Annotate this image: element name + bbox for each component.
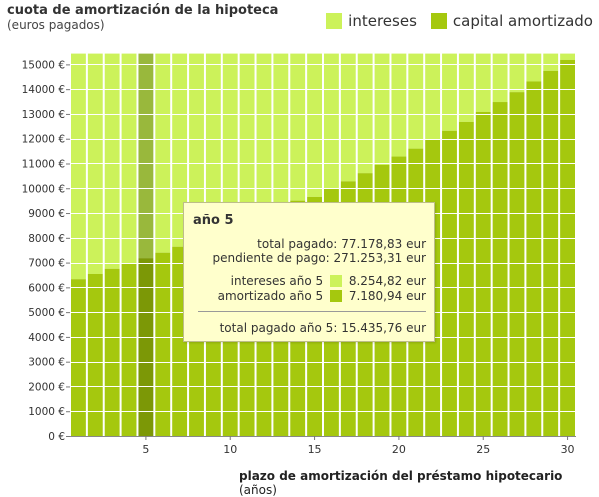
tooltip-intereses-label: intereses año 5 — [230, 274, 324, 288]
tooltip-total-label: total pagado: — [257, 237, 338, 251]
x-tick-label-5: 5 — [142, 443, 149, 456]
legend-swatch-capital — [430, 13, 447, 29]
tooltip-total-value: 77.178,83 eur — [341, 237, 426, 251]
tooltip-amortizado-label: amortizado año 5 — [217, 289, 324, 303]
tooltip-title: año 5 — [193, 213, 234, 228]
x-tick-label-10: 10 — [223, 443, 237, 456]
bar-capital-year-3[interactable] — [104, 268, 120, 436]
y-tick-label-12000: 12000 € — [22, 134, 65, 146]
tooltip-pendiente-row: pendiente de pago: 271.253,31 eur — [212, 251, 426, 265]
bar-capital-year-6[interactable] — [155, 252, 171, 436]
tooltip-intereses-swatch — [329, 275, 342, 287]
tooltip-total-year-row: total pagado año 5: 15.435,76 eur — [220, 321, 426, 335]
tooltip-amortizado-row: amortizado año 5 7.180,94 eur — [218, 289, 426, 303]
tooltip-total-row: total pagado: 77.178,83 eur — [257, 237, 426, 251]
x-axis-label-main: plazo de amortización del préstamo hipot… — [239, 469, 563, 483]
bar-intereses-year-10[interactable] — [222, 53, 238, 229]
y-tick-label-11000: 11000 € — [22, 158, 65, 170]
bar-capital-year-2[interactable] — [87, 273, 103, 436]
legend-item-capital[interactable]: capital amortizado — [430, 12, 593, 30]
y-tick-label-3000: 3000 € — [28, 357, 65, 369]
bar-capital-year-4[interactable] — [121, 263, 137, 436]
bar-intereses-year-4[interactable] — [121, 53, 137, 264]
y-tick-label-10000: 10000 € — [22, 183, 65, 195]
bar-capital-year-25[interactable] — [475, 111, 491, 436]
tooltip-separator — [198, 311, 426, 312]
tooltip-intereses-row: intereses año 5 8.254,82 eur — [231, 274, 426, 288]
bar-intereses-year-9[interactable] — [205, 53, 221, 235]
bar-intereses-year-19[interactable] — [374, 53, 390, 165]
tooltip-amortizado-swatch — [329, 290, 342, 302]
tooltip-total-year-label: total pagado año 5: — [219, 321, 338, 335]
y-tick-label-8000: 8000 € — [28, 233, 65, 245]
bar-capital-year-5[interactable] — [138, 258, 154, 436]
tooltip-intereses-value: 8.254,82 eur — [348, 274, 426, 288]
bar-intereses-year-5[interactable] — [138, 53, 154, 259]
tooltip-pendiente-value: 271.253,31 eur — [333, 251, 426, 265]
x-axis-label: plazo de amortización del préstamo hipot… — [239, 469, 599, 497]
tooltip-amortizado-value: 7.180,94 eur — [348, 289, 426, 303]
x-tick-label-30: 30 — [561, 443, 575, 456]
y-tick-label-14000: 14000 € — [22, 84, 65, 96]
bar-intereses-year-28[interactable] — [526, 53, 542, 82]
bar-intereses-year-3[interactable] — [104, 53, 120, 269]
bar-intereses-year-29[interactable] — [543, 53, 559, 71]
x-tick-label-15: 15 — [308, 443, 322, 456]
x-tick-label-25: 25 — [476, 443, 490, 456]
bar-capital-year-27[interactable] — [509, 92, 525, 437]
bar-intereses-year-11[interactable] — [239, 53, 255, 222]
y-tick-label-2000: 2000 € — [28, 381, 65, 393]
bar-intereses-year-20[interactable] — [391, 53, 407, 157]
legend: intereses capital amortizado — [312, 12, 593, 30]
tooltip-total-year-value: 15.435,76 eur — [341, 321, 426, 335]
bar-intereses-year-21[interactable] — [408, 53, 424, 149]
legend-label-capital: capital amortizado — [452, 12, 593, 30]
x-axis-label-unit: (años) — [239, 483, 277, 497]
bar-intereses-year-14[interactable] — [290, 53, 306, 201]
y-tick-label-13000: 13000 € — [22, 109, 65, 121]
chart-title: cuota de amortización de la hipoteca — [7, 3, 279, 18]
chart-subtitle: (euros pagados) — [7, 18, 105, 32]
y-tick-label-1000: 1000 € — [28, 406, 65, 418]
y-tick-label-6000: 6000 € — [28, 282, 65, 294]
bar-intereses-year-26[interactable] — [492, 53, 508, 103]
bar-intereses-year-27[interactable] — [509, 53, 525, 93]
tooltip-pendiente-label: pendiente de pago: — [212, 251, 330, 265]
bar-intereses-year-7[interactable] — [172, 53, 188, 247]
y-tick-label-7000: 7000 € — [28, 258, 65, 270]
bar-intereses-year-30[interactable] — [560, 53, 575, 60]
tooltip-year-5: año 5 total pagado: 77.178,83 eur pendie… — [183, 202, 435, 342]
bar-intereses-year-15[interactable] — [307, 53, 322, 197]
bar-intereses-year-12[interactable] — [256, 53, 272, 215]
bar-intereses-year-22[interactable] — [425, 53, 441, 140]
legend-item-intereses[interactable]: intereses — [326, 12, 417, 30]
bar-intereses-year-1[interactable] — [71, 53, 86, 280]
bar-intereses-year-25[interactable] — [475, 53, 491, 112]
legend-label-intereses: intereses — [348, 12, 417, 30]
x-tick-label-20: 20 — [392, 443, 406, 456]
bar-intereses-year-24[interactable] — [458, 53, 474, 122]
bar-capital-year-30[interactable] — [560, 59, 575, 437]
bar-intereses-year-16[interactable] — [324, 53, 339, 189]
bar-intereses-year-18[interactable] — [357, 53, 373, 174]
y-tick-label-5000: 5000 € — [28, 307, 65, 319]
y-tick-label-0: 0 € — [48, 431, 65, 443]
bar-capital-year-1[interactable] — [71, 279, 86, 436]
bar-capital-year-26[interactable] — [492, 102, 508, 436]
y-tick-label-9000: 9000 € — [28, 208, 65, 220]
bar-capital-year-28[interactable] — [526, 81, 542, 436]
bar-capital-year-23[interactable] — [442, 130, 457, 437]
bar-capital-year-24[interactable] — [458, 121, 474, 437]
legend-swatch-intereses — [326, 13, 343, 29]
bar-intereses-year-13[interactable] — [273, 53, 289, 208]
bar-intereses-year-17[interactable] — [340, 53, 356, 182]
y-tick-label-4000: 4000 € — [28, 332, 65, 344]
bar-intereses-year-23[interactable] — [442, 53, 457, 131]
bar-capital-year-29[interactable] — [543, 70, 559, 437]
bar-intereses-year-8[interactable] — [189, 53, 204, 241]
y-tick-label-15000: 15000 € — [22, 59, 65, 71]
bar-intereses-year-6[interactable] — [155, 53, 171, 253]
